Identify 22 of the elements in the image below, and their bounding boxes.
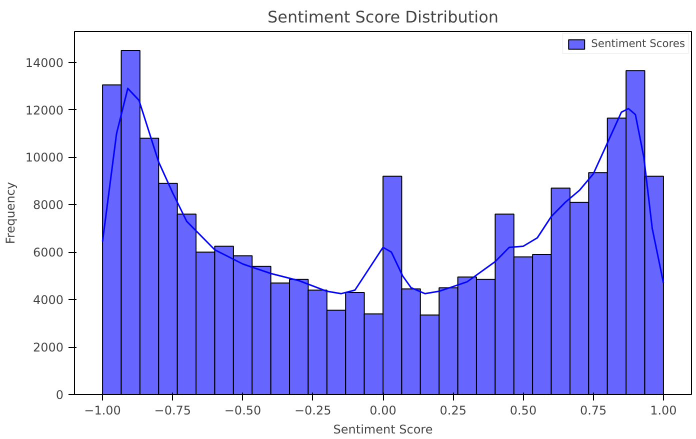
y-axis-title: Frequency [3,182,18,244]
line-series [102,88,664,294]
x-tick-label: −0.25 [294,404,332,418]
x-tick-label: 1.00 [650,404,677,418]
x-tick-label: −1.00 [84,404,121,418]
x-tick-label: −0.50 [224,404,262,418]
y-tick-label: 0 [56,388,64,402]
y-tick-label: 12000 [25,103,64,118]
y-tick-label: 14000 [25,56,64,70]
x-tick-label: 0.00 [370,404,396,418]
y-tick-label: 8000 [32,198,64,212]
x-tick-label: −0.75 [154,404,192,418]
x-tick-label: 0.50 [510,404,537,418]
chart-title: Sentiment Score Distribution [267,8,499,26]
x-tick-label: 0.75 [580,404,607,418]
y-tick-label: 10000 [25,150,64,165]
y-tick-label: 2000 [32,340,64,355]
y-tick-label: 4000 [32,293,64,308]
y-tick-label: 6000 [32,246,64,260]
x-axis-title: Sentiment Score [333,422,433,436]
legend-label: Sentiment Scores [591,37,685,50]
x-tick-label: 0.25 [440,404,466,418]
